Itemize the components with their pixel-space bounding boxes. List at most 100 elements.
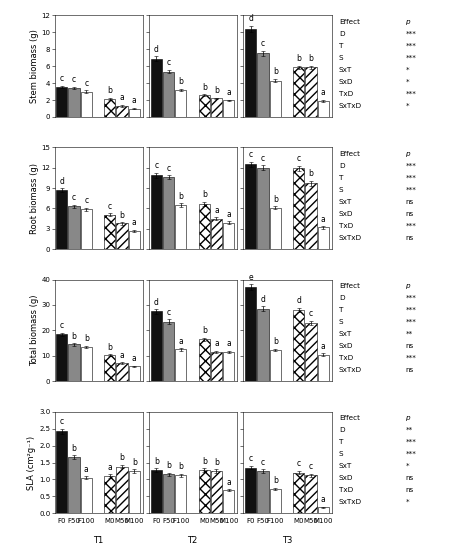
Bar — [270, 81, 281, 117]
Text: ns: ns — [405, 367, 413, 373]
Text: ***: *** — [405, 91, 416, 97]
Text: e: e — [248, 273, 253, 282]
Text: TxD: TxD — [339, 223, 353, 229]
Bar — [175, 350, 186, 381]
Text: ns: ns — [405, 211, 413, 217]
Bar — [318, 507, 329, 513]
Bar — [223, 100, 234, 117]
Text: b: b — [202, 326, 207, 335]
Text: b: b — [273, 338, 278, 346]
Text: d: d — [296, 296, 301, 305]
Text: ***: *** — [405, 43, 416, 49]
Bar — [199, 470, 210, 513]
Text: b: b — [178, 462, 183, 472]
Bar — [163, 474, 174, 513]
Text: b: b — [119, 453, 125, 462]
Bar — [56, 190, 67, 249]
Bar — [270, 350, 281, 381]
Bar — [116, 363, 128, 381]
Bar — [163, 322, 174, 381]
Text: *: * — [405, 79, 409, 85]
Bar — [257, 309, 269, 381]
Bar — [211, 219, 222, 249]
Text: a: a — [227, 88, 231, 97]
Text: d: d — [154, 298, 159, 306]
Text: c: c — [60, 417, 64, 426]
Text: c: c — [166, 308, 171, 317]
Bar — [318, 227, 329, 249]
Text: SxTxD: SxTxD — [339, 499, 362, 505]
Text: SxD: SxD — [339, 211, 354, 217]
Bar — [223, 490, 234, 513]
Text: ***: *** — [405, 319, 416, 325]
Bar — [81, 92, 92, 117]
Text: p: p — [405, 151, 410, 157]
Text: S: S — [339, 55, 344, 61]
Text: *: * — [405, 67, 409, 73]
Text: c: c — [166, 58, 171, 68]
Text: b: b — [273, 477, 278, 485]
Bar — [293, 473, 304, 513]
Text: b: b — [84, 334, 89, 343]
Bar — [257, 471, 269, 513]
Text: c: c — [249, 150, 253, 159]
Text: S: S — [339, 319, 344, 325]
Bar — [175, 475, 186, 513]
Text: TxD: TxD — [339, 355, 353, 361]
Text: *: * — [405, 499, 409, 505]
Text: a: a — [321, 495, 326, 505]
Y-axis label: Stem biomass (g): Stem biomass (g) — [29, 29, 38, 103]
Text: c: c — [309, 309, 313, 318]
Text: SxD: SxD — [339, 475, 354, 481]
Text: c: c — [84, 196, 89, 205]
Bar — [116, 105, 128, 117]
Bar — [293, 310, 304, 381]
Text: SxT: SxT — [339, 199, 352, 205]
Text: a: a — [321, 88, 326, 97]
Text: ***: *** — [405, 355, 416, 361]
Text: b: b — [132, 458, 137, 467]
Text: D: D — [339, 31, 345, 37]
Text: c: c — [72, 193, 76, 202]
Text: c: c — [261, 39, 265, 48]
Bar — [211, 352, 222, 381]
Text: c: c — [261, 154, 265, 163]
Text: a: a — [84, 464, 89, 474]
Text: ns: ns — [405, 235, 413, 241]
Text: a: a — [179, 337, 183, 346]
Text: b: b — [309, 54, 313, 63]
Text: T: T — [339, 43, 343, 49]
Text: b: b — [178, 192, 183, 201]
Bar — [305, 183, 317, 249]
Bar — [211, 471, 222, 513]
Text: a: a — [108, 463, 112, 472]
Text: ns: ns — [405, 199, 413, 205]
Bar — [305, 323, 317, 381]
Text: TxD: TxD — [339, 487, 353, 493]
Bar — [293, 68, 304, 117]
Text: SxT: SxT — [339, 463, 352, 469]
Text: c: c — [297, 154, 301, 164]
Text: ***: *** — [405, 451, 416, 457]
Bar — [175, 205, 186, 249]
Text: p: p — [405, 415, 410, 421]
Text: T2: T2 — [187, 536, 198, 545]
Bar — [223, 223, 234, 249]
Text: a: a — [214, 206, 219, 215]
Bar — [305, 68, 317, 117]
Bar — [199, 96, 210, 117]
Text: ***: *** — [405, 439, 416, 445]
Text: c: c — [60, 321, 64, 330]
Text: b: b — [154, 457, 159, 466]
Text: b: b — [72, 444, 76, 453]
Bar — [151, 175, 162, 249]
Text: b: b — [202, 83, 207, 92]
Bar — [223, 352, 234, 381]
Text: b: b — [72, 332, 76, 340]
Text: c: c — [309, 462, 313, 472]
Text: c: c — [108, 201, 112, 211]
Text: SxTxD: SxTxD — [339, 367, 362, 373]
Text: D: D — [339, 163, 345, 169]
Text: d: d — [59, 177, 64, 186]
Text: S: S — [339, 187, 344, 193]
